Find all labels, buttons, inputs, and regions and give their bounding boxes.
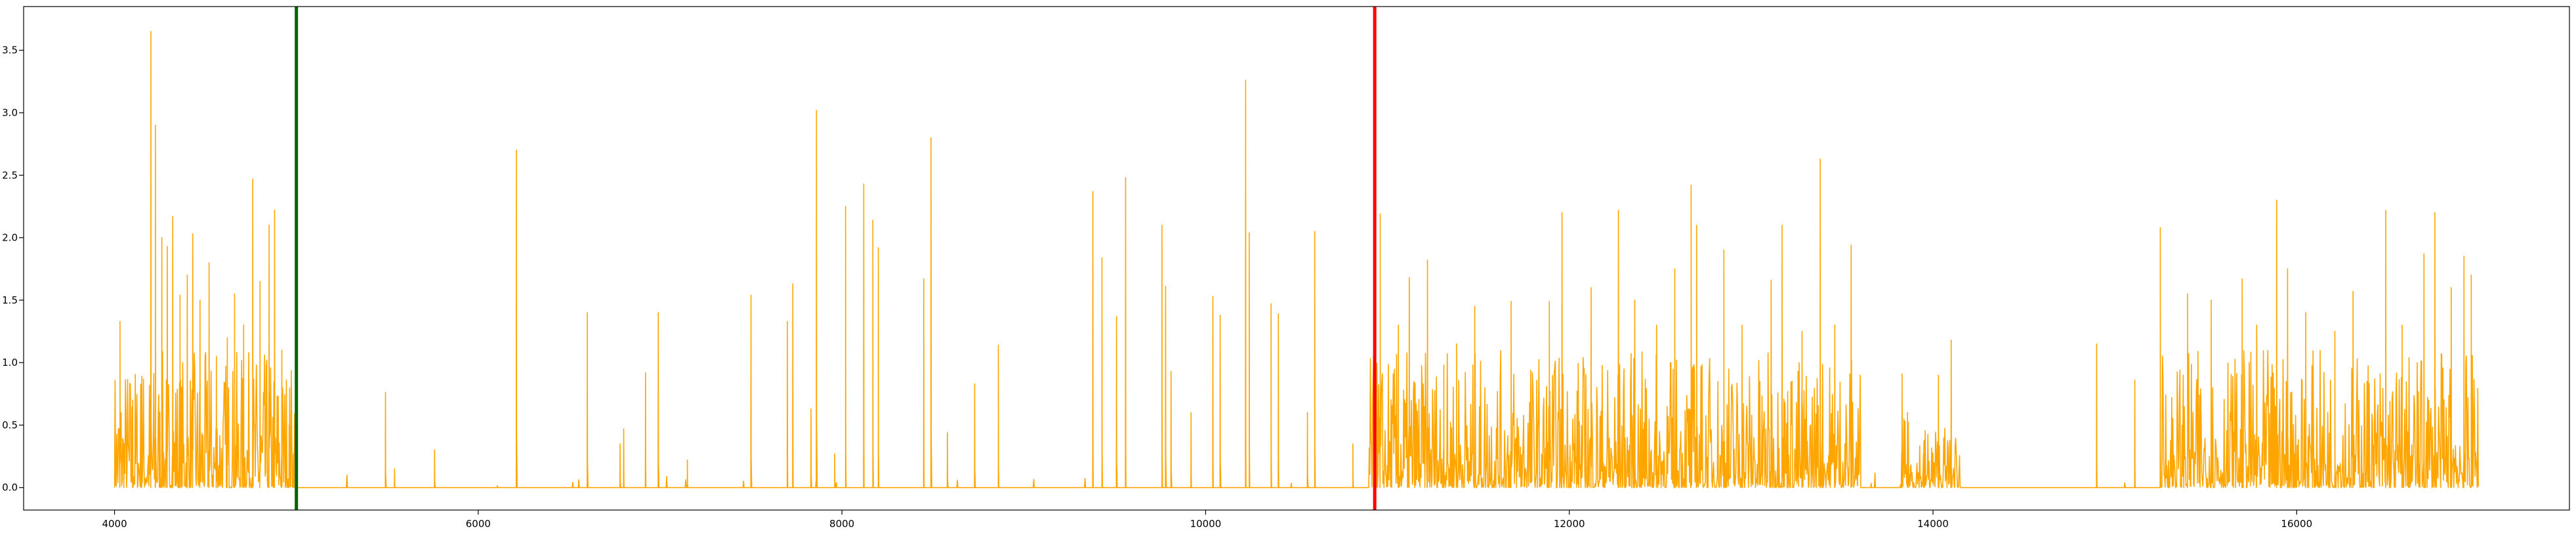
plot-frame — [23, 6, 2570, 511]
y-tick-label: 3.5 — [2, 45, 18, 56]
series-layer — [114, 31, 2479, 488]
x-tick-label: 16000 — [2281, 518, 2312, 530]
x-tick-label: 8000 — [829, 518, 854, 530]
x-tick-label: 4000 — [102, 518, 127, 530]
y-tick-label: 0.0 — [2, 482, 18, 494]
x-tick-label: 12000 — [1554, 518, 1585, 530]
x-tick-label: 14000 — [1917, 518, 1949, 530]
y-tick-label: 2.0 — [2, 232, 18, 244]
x-axis: 4000 6000 8000 10000 12000 14000 16000 — [102, 510, 2312, 530]
y-tick-label: 0.5 — [2, 419, 18, 431]
y-tick-label: 2.5 — [2, 169, 18, 181]
y-tick-label: 3.0 — [2, 107, 18, 119]
y-axis: 0.0 0.5 1.0 1.5 2.0 2.5 3.0 3.5 — [2, 45, 24, 494]
vline-layer — [295, 7, 1377, 510]
x-tick-label: 6000 — [466, 518, 491, 530]
series-line — [114, 31, 2479, 488]
y-tick-label: 1.5 — [2, 294, 18, 306]
x-tick-label: 10000 — [1190, 518, 1222, 530]
y-tick-label: 1.0 — [2, 357, 18, 368]
